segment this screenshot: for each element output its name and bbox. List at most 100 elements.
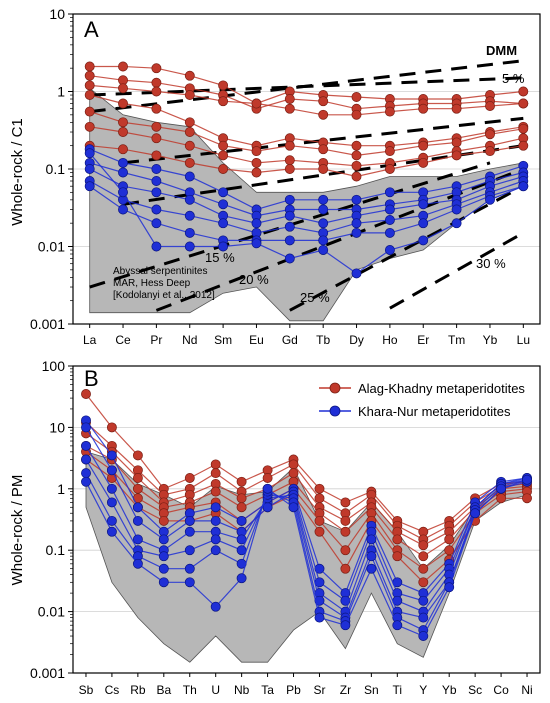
sample-line-3: [89, 168, 524, 224]
data-point-ti: [392, 551, 403, 562]
data-point-eu: [251, 238, 262, 249]
data-point-er: [418, 157, 429, 168]
data-point-th: [184, 515, 195, 526]
data-point-nb: [236, 476, 247, 487]
data-point-eu: [251, 146, 262, 157]
sample-line-1: [89, 148, 524, 211]
data-point-th: [184, 473, 195, 483]
data-point-yb: [485, 129, 495, 140]
data-point-tm: [451, 137, 462, 148]
data-point-pr: [151, 176, 162, 186]
data-point-sb: [81, 422, 91, 433]
x-tick-label-rb: Rb: [130, 683, 146, 697]
data-point-zr: [340, 526, 351, 537]
data-point-co: [496, 493, 507, 504]
data-point-yb: [485, 146, 495, 157]
x-tick-label-ce: Ce: [115, 333, 131, 347]
series-khara-nur-metaperidotites: [81, 415, 532, 641]
data-point-lu: [518, 123, 529, 134]
data-point-zr: [340, 595, 351, 606]
data-point-gd: [284, 140, 295, 151]
data-point-sm: [218, 199, 229, 210]
data-point-tb: [318, 245, 329, 255]
data-point-rb: [132, 534, 143, 545]
data-point-nd: [184, 157, 195, 168]
data-point-ce: [118, 127, 128, 137]
x-tick-label-tb: Tb: [316, 333, 330, 347]
data-point-gd: [284, 103, 295, 114]
panel-a-label: A: [84, 17, 99, 42]
x-tick-label-nb: Nb: [234, 683, 250, 697]
data-point-ta: [262, 473, 273, 483]
data-point-ce: [118, 204, 128, 215]
data-point-yb: [444, 534, 455, 545]
data-point-tm: [451, 218, 462, 229]
data-point-sm: [218, 96, 229, 107]
panel-a-y-axis-label: Whole-rock / C1: [9, 118, 26, 226]
series-alag-khadny-metaperidotites: [84, 61, 529, 182]
panel-b-y-ticks: 0.001 0.01 0.1 1 10 100: [30, 358, 73, 681]
data-point-gd: [284, 194, 295, 205]
data-point-ho: [384, 106, 395, 117]
sample-line-5: [89, 111, 524, 157]
melting-label-25: 25 %: [300, 290, 330, 305]
data-point-y: [418, 631, 429, 641]
sample-line-4: [89, 180, 524, 234]
data-point-yb: [485, 101, 495, 111]
data-point-u: [210, 545, 221, 556]
x-tick-label-ho: Ho: [382, 333, 398, 347]
data-point-zr: [340, 515, 351, 526]
data-point-sn: [366, 534, 377, 545]
data-point-pr: [151, 86, 162, 97]
data-point-la: [84, 164, 95, 174]
series-khara-nur-metaperidotites: [84, 144, 529, 279]
data-point-y: [418, 551, 429, 562]
data-point-rb: [132, 483, 143, 494]
sample-line-4: [89, 94, 524, 147]
data-point-th: [184, 563, 195, 574]
data-point-sb: [81, 454, 91, 465]
data-point-nb: [236, 502, 247, 513]
sample-line-3: [85, 432, 528, 546]
panel-a-y-ticks: 0.001 0.01 0.1 1 10: [30, 6, 73, 332]
panel-b-x-ticks: Sb Cs Rb Ba Th U Nb Ta Pb Sr Zr Sn Ti Y Yb Sc Co Ni: [79, 673, 533, 697]
data-point-la: [84, 148, 95, 159]
y-tick-label-1: 1: [57, 481, 65, 497]
legend-khara-label: Khara-Nur metaperidotites: [358, 404, 511, 419]
x-tick-label-yb: Yb: [483, 333, 498, 347]
data-point-co: [496, 483, 507, 494]
sample-line-1: [85, 420, 528, 595]
data-point-ce: [118, 98, 128, 109]
data-point-zr: [340, 563, 351, 574]
melting-label-15: 15 %: [205, 250, 235, 265]
data-point-nd: [184, 70, 195, 81]
data-point-ho: [384, 204, 395, 215]
legend-alag-marker: [329, 382, 341, 394]
data-point-eu: [251, 157, 262, 168]
data-point-tb: [318, 194, 329, 205]
data-point-pr: [151, 63, 162, 74]
panel-a-data-series: [84, 61, 529, 279]
data-point-rb: [132, 502, 143, 513]
data-point-ba: [158, 534, 169, 545]
data-point-pr: [151, 187, 162, 198]
data-point-th: [184, 545, 195, 556]
data-point-tb: [318, 164, 329, 174]
data-point-ho: [384, 187, 395, 198]
data-point-ni: [522, 474, 532, 485]
data-point-pr: [151, 77, 162, 88]
x-tick-label-dy: Dy: [349, 333, 364, 347]
data-point-lu: [518, 140, 529, 151]
data-point-sn: [366, 551, 377, 562]
y-tick-label-10: 10: [49, 6, 65, 22]
sample-line-5: [89, 185, 524, 241]
data-point-nb: [236, 493, 247, 504]
data-point-ba: [158, 577, 169, 588]
data-point-pb: [288, 468, 299, 479]
data-point-gd: [284, 155, 295, 166]
panel-a: 0.001 0.01 0.1 1 10 La Ce Pr Nd Sm Eu Gd Tb Dy Ho Er Tm…: [9, 6, 541, 347]
data-point-ti: [392, 534, 403, 545]
data-point-u: [210, 459, 221, 470]
data-point-th: [184, 577, 195, 588]
data-point-sb: [81, 440, 91, 451]
